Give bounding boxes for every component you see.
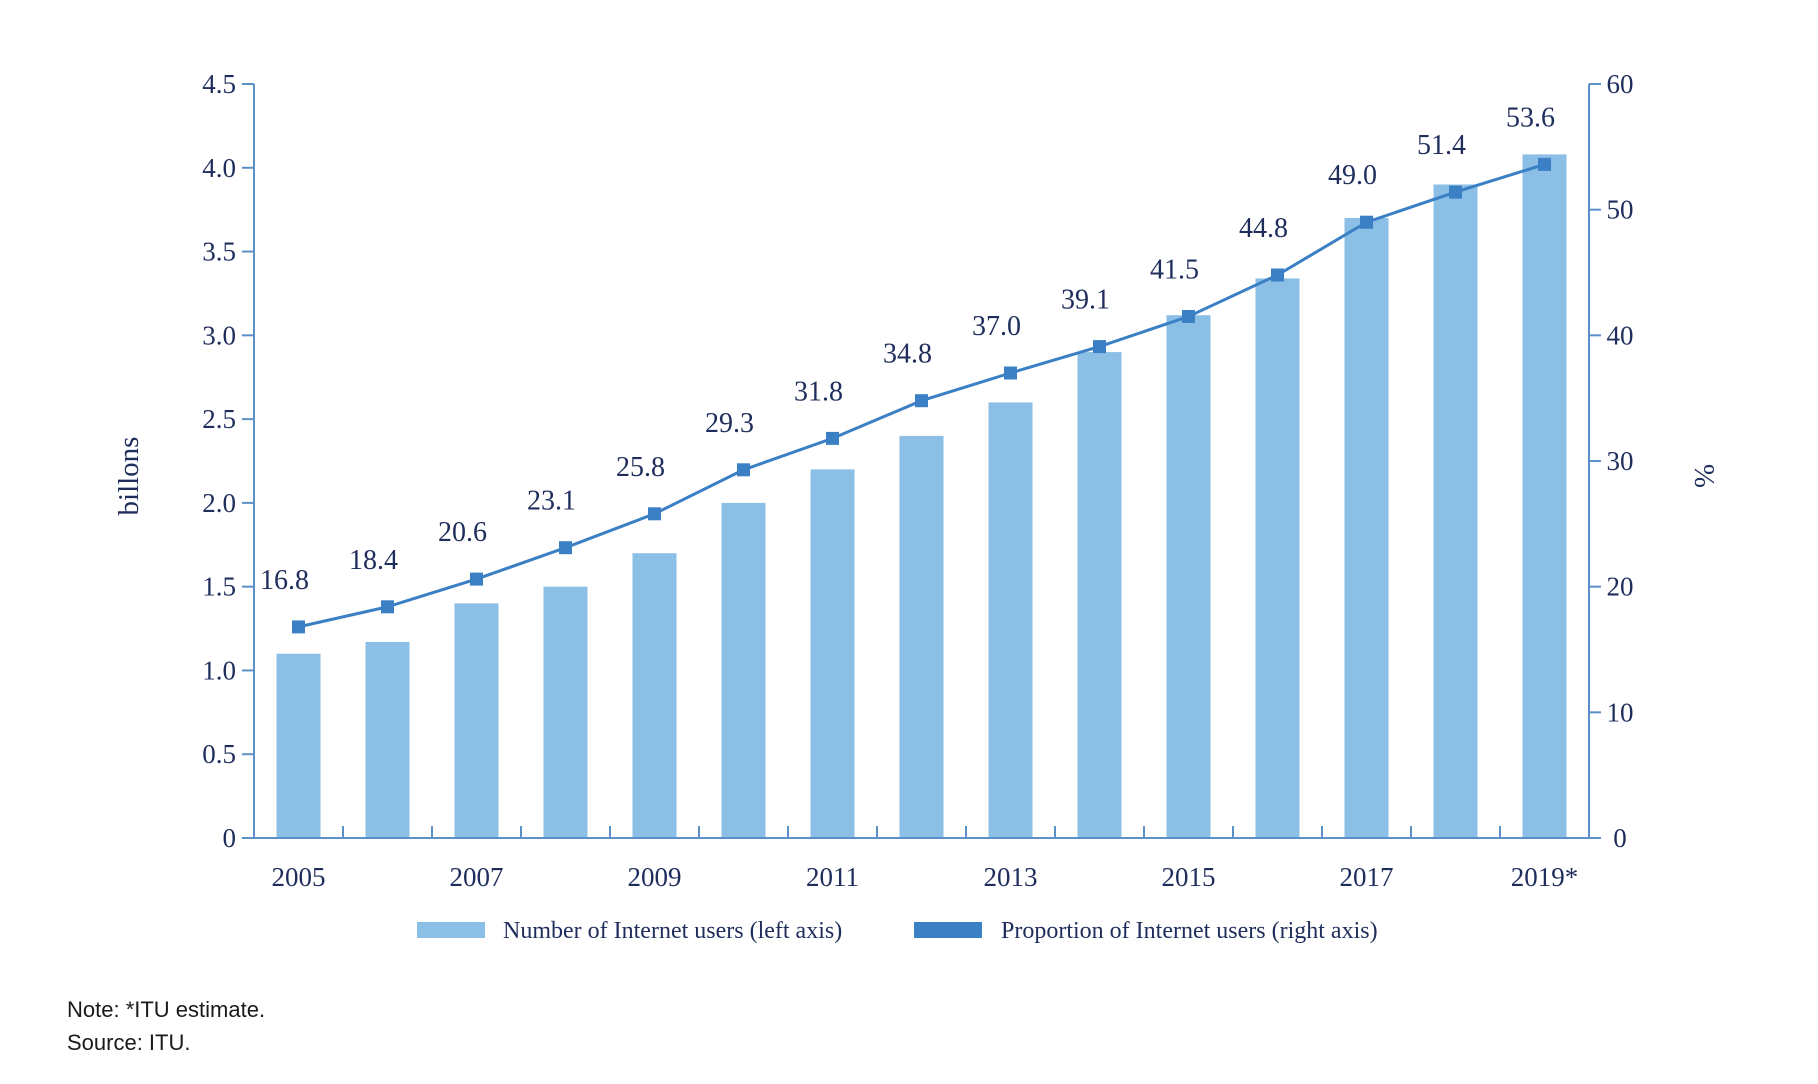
legend-label-line: Proportion of Internet users (right axis… xyxy=(1001,918,1378,944)
data-label-2006: 18.4 xyxy=(349,545,398,576)
line-series xyxy=(292,157,1551,634)
legend-swatch-line xyxy=(914,922,982,938)
left-tick-label: 3.5 xyxy=(202,237,236,267)
right-tick-label: 20 xyxy=(1607,572,1634,602)
right-tick-label: 0 xyxy=(1613,823,1627,853)
bars-series xyxy=(276,154,1567,838)
line-marker-2018 xyxy=(1449,185,1462,199)
note-text: Note: *ITU estimate. xyxy=(67,997,266,1022)
bar-2008 xyxy=(543,586,588,838)
x-tick-label: 2019* xyxy=(1511,862,1579,892)
right-tick-label: 30 xyxy=(1607,446,1634,476)
right-axis-label: % xyxy=(1688,464,1720,488)
data-label-2010: 29.3 xyxy=(705,408,754,439)
bar-2010 xyxy=(721,502,766,838)
data-labels: 16.8 18.4 20.6 23.1 25.8 29.3 31.8 34.8 37.0 39.1… xyxy=(260,102,1555,596)
source-text: Source: ITU. xyxy=(67,1030,191,1055)
left-tick-label: 1.5 xyxy=(202,572,236,602)
line-marker-2008 xyxy=(559,541,572,555)
legend-swatch-bars xyxy=(417,922,485,938)
line-marker-2017 xyxy=(1360,215,1373,229)
left-tick-label: 2.5 xyxy=(202,404,236,434)
x-tick-label: 2011 xyxy=(806,862,859,892)
x-tick-label: 2007 xyxy=(450,862,504,892)
bar-2006 xyxy=(365,642,410,838)
line-marker-2006 xyxy=(381,600,394,614)
left-tick-label: 3.0 xyxy=(202,320,236,350)
data-label-2013: 37.0 xyxy=(972,311,1021,342)
bar-2016 xyxy=(1255,278,1300,838)
data-label-2008: 23.1 xyxy=(527,486,576,517)
right-tick-label: 60 xyxy=(1607,69,1634,99)
left-tick-label: 4.0 xyxy=(202,153,236,183)
left-axis-label: billons xyxy=(113,437,145,516)
line-marker-2010 xyxy=(737,463,750,477)
data-label-2009: 25.8 xyxy=(616,452,665,483)
right-tick-label: 40 xyxy=(1607,320,1634,350)
x-tick-label: 2017 xyxy=(1340,862,1394,892)
bar-2007 xyxy=(454,603,499,838)
line-marker-2016 xyxy=(1271,268,1284,282)
legend-label-bars: Number of Internet users (left axis) xyxy=(503,918,842,944)
data-label-2015: 41.5 xyxy=(1150,255,1199,286)
data-label-2007: 20.6 xyxy=(438,517,487,548)
line-marker-2005 xyxy=(292,620,305,634)
bar-2018 xyxy=(1433,184,1478,838)
footnotes: Note: *ITU estimate. Source: ITU. xyxy=(67,993,265,1059)
line-marker-2012 xyxy=(915,394,928,408)
bar-2013 xyxy=(988,402,1033,838)
x-tick-label: 2005 xyxy=(272,862,326,892)
bar-2009 xyxy=(632,553,677,838)
x-tick-label: 2013 xyxy=(984,862,1038,892)
x-tick-label: 2009 xyxy=(628,862,682,892)
line-marker-2009 xyxy=(648,507,661,521)
bar-2015 xyxy=(1166,315,1211,838)
right-tick-label: 50 xyxy=(1607,195,1634,225)
axes: 0 0.5 1.0 1.5 2.0 2.5 3.0 3.5 4.0 4.5 0 10 20 30 40 50 6… xyxy=(202,69,1633,892)
data-label-2017: 49.0 xyxy=(1328,160,1377,191)
left-tick-label: 0.5 xyxy=(202,739,236,769)
data-label-2018: 51.4 xyxy=(1417,130,1466,161)
data-label-2014: 39.1 xyxy=(1061,285,1110,316)
bar-2012 xyxy=(899,435,944,838)
line-marker-2007 xyxy=(470,572,483,586)
right-tick-label: 10 xyxy=(1607,697,1634,727)
x-tick-label: 2015 xyxy=(1162,862,1216,892)
line-marker-2013 xyxy=(1004,366,1017,380)
bar-2019* xyxy=(1522,154,1567,838)
bar-2005 xyxy=(276,653,321,838)
left-tick-label: 1.0 xyxy=(202,655,236,685)
data-label-2019*: 53.6 xyxy=(1506,102,1555,133)
left-tick-label: 4.5 xyxy=(202,69,236,99)
bar-2017 xyxy=(1344,218,1389,838)
legend: Number of Internet users (left axis) Pro… xyxy=(417,918,1378,944)
line-marker-2011 xyxy=(826,431,839,445)
data-label-2012: 34.8 xyxy=(883,339,932,370)
bar-2011 xyxy=(810,469,855,838)
line-marker-2014 xyxy=(1093,340,1106,354)
data-label-2005: 16.8 xyxy=(260,565,309,596)
left-tick-label: 2.0 xyxy=(202,488,236,518)
data-label-2011: 31.8 xyxy=(794,376,843,407)
line-marker-2015 xyxy=(1182,310,1195,323)
bar-2014 xyxy=(1077,352,1122,838)
left-tick-label: 0 xyxy=(223,823,237,853)
data-label-2016: 44.8 xyxy=(1239,213,1288,244)
line-marker-2019* xyxy=(1538,157,1551,171)
